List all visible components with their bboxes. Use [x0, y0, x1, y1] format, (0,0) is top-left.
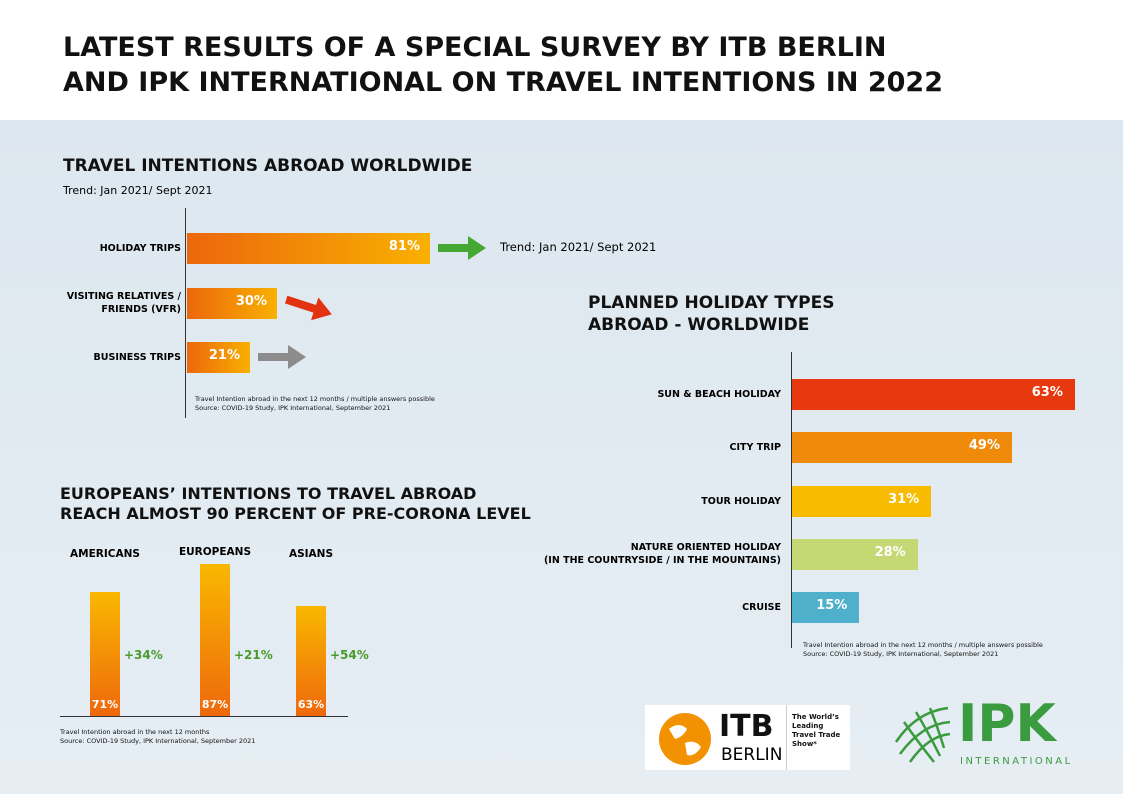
value-label: 30%: [235, 294, 267, 309]
bar: [90, 591, 120, 716]
value-label: 63%: [1031, 385, 1063, 400]
bar: [792, 486, 932, 517]
bar: [792, 432, 1012, 463]
bar: [187, 288, 277, 319]
itb-city: BERLIN: [721, 745, 783, 765]
chart-title: EUROPEANS’ INTENTIONS TO TRAVEL ABROAD R…: [60, 484, 531, 523]
bar: [187, 342, 250, 373]
globe-icon: [659, 713, 711, 765]
axis-line: [60, 716, 348, 717]
category-label: EUROPEANS: [178, 546, 252, 558]
bar: [792, 592, 860, 623]
trend-arrow: [438, 236, 486, 260]
category-label: TOUR HOLIDAY: [701, 495, 781, 507]
bar: [296, 605, 326, 716]
value-label: 49%: [968, 438, 1000, 453]
value-label: 15%: [816, 598, 848, 613]
note: Source: COVID-19 Study, IPK Internationa…: [803, 650, 999, 658]
itb-logo-box: ITB BERLIN The World’s Leading Travel Tr…: [645, 705, 850, 770]
header-band: [0, 0, 1123, 120]
chart-title: PLANNED HOLIDAY TYPES ABROAD - WORLDWIDE: [588, 293, 835, 335]
category-label: NATURE ORIENTED HOLIDAY (IN THE COUNTRYS…: [543, 542, 781, 566]
divider: [786, 705, 787, 770]
ipk-logo: IPK: [958, 694, 1056, 754]
trend-arrow: [258, 345, 306, 369]
note: Travel Intention abroad in the next 12 m…: [803, 641, 1043, 649]
value-label: 28%: [874, 545, 906, 560]
category-label: VISITING RELATIVES / FRIENDS (VFR): [66, 291, 181, 315]
change-label: +34%: [124, 648, 163, 662]
value-label: 63%: [297, 698, 325, 711]
chart-title: TRAVEL INTENTIONS ABROAD WORLDWIDE: [63, 156, 473, 176]
value-label: 81%: [388, 239, 420, 254]
ipk-sub: INTERNATIONAL: [960, 756, 1073, 767]
value-label: 71%: [91, 698, 119, 711]
note: Travel Intention abroad in the next 12 m…: [60, 728, 210, 736]
axis-line: [185, 208, 186, 418]
change-label: +21%: [234, 648, 273, 662]
chart-subtitle: Trend: Jan 2021/ Sept 2021: [63, 184, 213, 197]
category-label: SUN & BEACH HOLIDAY: [657, 388, 781, 400]
category-label: BUSINESS TRIPS: [93, 351, 181, 363]
category-label: ASIANS: [288, 548, 334, 560]
itb-logo: ITB: [719, 709, 774, 744]
bar: [792, 379, 1075, 410]
ipk-globe: [894, 706, 951, 763]
bar: [792, 539, 918, 570]
category-label: AMERICANS: [70, 548, 140, 560]
note: Source: COVID-19 Study, IPK Internationa…: [195, 404, 391, 412]
bar: [200, 563, 230, 716]
note: Source: COVID-19 Study, IPK Internationa…: [60, 737, 256, 745]
category-label: CITY TRIP: [729, 441, 781, 453]
itb-tagline: The World’s Leading Travel Trade Show*: [792, 713, 841, 748]
annotation: Trend: Jan 2021/ Sept 2021: [500, 240, 657, 254]
value-label: 87%: [201, 698, 229, 711]
bar: [187, 233, 430, 264]
change-label: +54%: [330, 648, 369, 662]
page-title: LATEST RESULTS OF A SPECIAL SURVEY BY IT…: [63, 32, 943, 98]
category-label: HOLIDAY TRIPS: [99, 242, 181, 254]
value-label: 21%: [208, 348, 240, 363]
trend-arrow: [284, 295, 332, 321]
value-label: 31%: [888, 492, 920, 507]
note: Travel Intention abroad in the next 12 m…: [195, 395, 435, 403]
category-label: CRUISE: [742, 601, 781, 613]
axis-line: [791, 352, 792, 648]
